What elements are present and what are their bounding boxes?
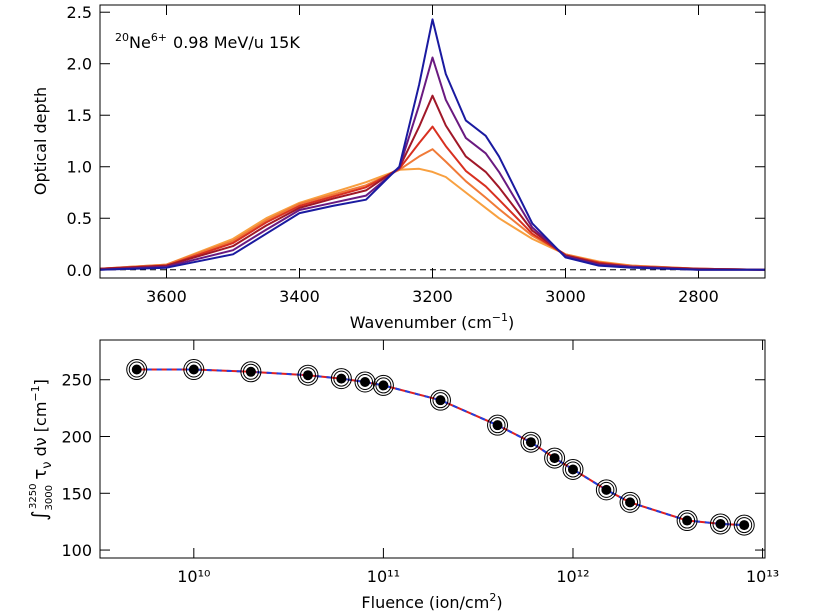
point-ring [183, 359, 205, 381]
y-tick-label: 0.0 [67, 261, 92, 280]
point-ring [712, 515, 729, 532]
y-axis-title: Optical depth [31, 87, 50, 195]
point-ring [299, 367, 316, 384]
point-ring [372, 374, 394, 396]
point [378, 380, 389, 391]
point [336, 373, 347, 384]
point [549, 453, 560, 464]
point [625, 497, 636, 508]
x-tick-label: 3000 [545, 287, 586, 306]
spectrum [99, 148, 766, 271]
point-ring [595, 479, 617, 501]
spectrum [99, 18, 765, 271]
x-axis-title: Fluence (ion/cm2) [361, 591, 502, 612]
y-tick-label: 1.0 [67, 158, 92, 177]
point-ring [546, 450, 563, 467]
point [525, 437, 536, 448]
point-ring [330, 368, 352, 390]
point [360, 377, 371, 388]
point-ring [679, 512, 696, 529]
x-tick-label: 3200 [412, 287, 453, 306]
x-tick-label: 10¹¹ [367, 567, 400, 586]
point-ring [185, 361, 202, 378]
y-tick-label: 2.0 [67, 55, 92, 74]
point [245, 366, 256, 377]
plot-frame [99, 4, 766, 279]
point-ring [432, 392, 449, 409]
point [715, 518, 726, 529]
point [188, 364, 199, 375]
plot-frame [99, 339, 766, 559]
point-ring [733, 514, 755, 536]
x-tick-label: 10¹³ [746, 567, 779, 586]
y-tick-label: 150 [61, 484, 92, 503]
x-tick-label: 10¹² [556, 567, 589, 586]
point-ring [544, 447, 566, 469]
point-ring [333, 370, 350, 387]
x-tick-label: 3600 [146, 287, 187, 306]
spectrum [99, 56, 765, 271]
point-ring [487, 414, 509, 436]
point [739, 520, 750, 531]
point-ring [522, 434, 539, 451]
y-tick-label: 2.5 [67, 3, 92, 22]
point [682, 515, 693, 526]
y-tick-label: 250 [61, 371, 92, 390]
point-ring [240, 361, 262, 383]
y-tick-label: 200 [61, 428, 92, 447]
y-tick-label: 1.5 [67, 106, 92, 125]
point-ring [676, 510, 698, 532]
y-tick-label: 100 [61, 541, 92, 560]
point [601, 484, 612, 495]
y-axis-title: ∫30003250τν dν [cm−1] [27, 379, 55, 521]
point-ring [562, 458, 584, 480]
point-ring [429, 389, 451, 411]
spectrum [99, 125, 766, 271]
point-ring [736, 517, 753, 534]
point-ring [242, 363, 259, 380]
point-ring [489, 417, 506, 434]
point-ring [357, 374, 374, 391]
point-ring [354, 371, 376, 393]
x-tick-label: 3400 [279, 287, 320, 306]
fit-line-dashed [136, 368, 745, 527]
point-ring [622, 494, 639, 511]
y-tick-label: 0.5 [67, 209, 92, 228]
annotation: 20Ne6+ 0.98 MeV/u 15K [115, 31, 300, 52]
point-ring [128, 361, 145, 378]
x-tick-label: 10¹⁰ [177, 567, 210, 586]
point-ring [126, 359, 148, 381]
point-ring [520, 431, 542, 453]
point [302, 370, 313, 381]
point-ring [375, 377, 392, 394]
x-axis-title: Wavenumber (cm−1) [350, 311, 515, 332]
point-ring [619, 491, 641, 513]
x-tick-label: 2800 [678, 287, 719, 306]
point [492, 420, 503, 431]
point-ring [297, 364, 319, 386]
point-ring [710, 513, 732, 535]
spectrum [99, 94, 766, 271]
point [435, 395, 446, 406]
point-ring [564, 461, 581, 478]
point [567, 464, 578, 475]
point [131, 364, 142, 375]
point-ring [598, 481, 615, 498]
